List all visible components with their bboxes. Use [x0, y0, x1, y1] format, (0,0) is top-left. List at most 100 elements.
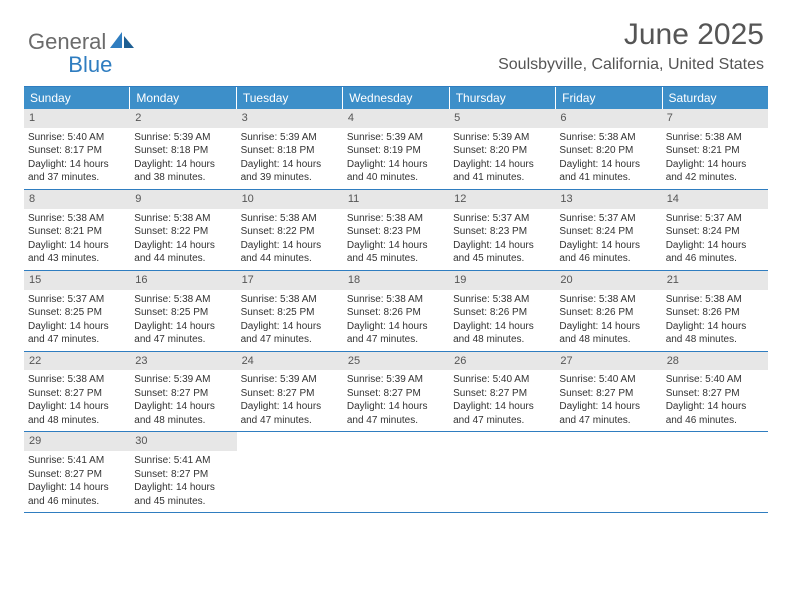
- daylight-line-1: Daylight: 14 hours: [28, 320, 126, 334]
- header: General Blue June 2025 Soulsbyville, Cal…: [0, 0, 792, 80]
- calendar: SundayMondayTuesdayWednesdayThursdayFrid…: [24, 86, 768, 513]
- sunrise-line: Sunrise: 5:40 AM: [28, 131, 126, 145]
- day-cell: 15Sunrise: 5:37 AMSunset: 8:25 PMDayligh…: [24, 271, 130, 351]
- day-header: Saturday: [663, 87, 768, 109]
- day-number: 23: [130, 352, 236, 371]
- day-cell: 30Sunrise: 5:41 AMSunset: 8:27 PMDayligh…: [130, 432, 236, 512]
- daylight-line-2: and 44 minutes.: [134, 252, 232, 266]
- day-cell: 20Sunrise: 5:38 AMSunset: 8:26 PMDayligh…: [555, 271, 661, 351]
- location-text: Soulsbyville, California, United States: [498, 56, 764, 74]
- sunset-line: Sunset: 8:27 PM: [453, 387, 551, 401]
- week-row: 8Sunrise: 5:38 AMSunset: 8:21 PMDaylight…: [24, 190, 768, 271]
- day-cell: 10Sunrise: 5:38 AMSunset: 8:22 PMDayligh…: [237, 190, 343, 270]
- day-number: 18: [343, 271, 449, 290]
- daylight-line-2: and 47 minutes.: [241, 414, 339, 428]
- sunrise-line: Sunrise: 5:37 AM: [666, 212, 764, 226]
- daylight-line-2: and 48 minutes.: [28, 414, 126, 428]
- sunrise-line: Sunrise: 5:38 AM: [666, 293, 764, 307]
- daylight-line-2: and 43 minutes.: [28, 252, 126, 266]
- day-number: 6: [555, 109, 661, 128]
- daylight-line-2: and 41 minutes.: [453, 171, 551, 185]
- daylight-line-1: Daylight: 14 hours: [134, 158, 232, 172]
- sunrise-line: Sunrise: 5:38 AM: [559, 293, 657, 307]
- sunrise-line: Sunrise: 5:41 AM: [134, 454, 232, 468]
- day-number: 17: [237, 271, 343, 290]
- sunrise-line: Sunrise: 5:41 AM: [28, 454, 126, 468]
- daylight-line-2: and 48 minutes.: [134, 414, 232, 428]
- sunset-line: Sunset: 8:22 PM: [134, 225, 232, 239]
- daylight-line-1: Daylight: 14 hours: [559, 239, 657, 253]
- daylight-line-1: Daylight: 14 hours: [134, 400, 232, 414]
- sunset-line: Sunset: 8:27 PM: [666, 387, 764, 401]
- day-cell: 22Sunrise: 5:38 AMSunset: 8:27 PMDayligh…: [24, 352, 130, 432]
- day-cell: 12Sunrise: 5:37 AMSunset: 8:23 PMDayligh…: [449, 190, 555, 270]
- day-cell: 19Sunrise: 5:38 AMSunset: 8:26 PMDayligh…: [449, 271, 555, 351]
- sunrise-line: Sunrise: 5:38 AM: [347, 212, 445, 226]
- daylight-line-1: Daylight: 14 hours: [347, 158, 445, 172]
- daylight-line-1: Daylight: 14 hours: [666, 320, 764, 334]
- daylight-line-1: Daylight: 14 hours: [666, 158, 764, 172]
- day-number: 8: [24, 190, 130, 209]
- daylight-line-2: and 40 minutes.: [347, 171, 445, 185]
- day-number: 22: [24, 352, 130, 371]
- sunrise-line: Sunrise: 5:38 AM: [241, 212, 339, 226]
- sunrise-line: Sunrise: 5:38 AM: [134, 293, 232, 307]
- daylight-line-2: and 47 minutes.: [28, 333, 126, 347]
- daylight-line-2: and 46 minutes.: [559, 252, 657, 266]
- sunset-line: Sunset: 8:25 PM: [241, 306, 339, 320]
- daylight-line-1: Daylight: 14 hours: [28, 481, 126, 495]
- day-cell: 25Sunrise: 5:39 AMSunset: 8:27 PMDayligh…: [343, 352, 449, 432]
- day-number: 4: [343, 109, 449, 128]
- daylight-line-1: Daylight: 14 hours: [134, 481, 232, 495]
- day-cell: 7Sunrise: 5:38 AMSunset: 8:21 PMDaylight…: [662, 109, 768, 189]
- sunrise-line: Sunrise: 5:39 AM: [134, 131, 232, 145]
- daylight-line-1: Daylight: 14 hours: [134, 239, 232, 253]
- sunrise-line: Sunrise: 5:39 AM: [347, 131, 445, 145]
- day-cell: [237, 432, 343, 512]
- title-block: June 2025 Soulsbyville, California, Unit…: [498, 18, 764, 74]
- daylight-line-2: and 47 minutes.: [134, 333, 232, 347]
- sunset-line: Sunset: 8:27 PM: [241, 387, 339, 401]
- day-number: 14: [662, 190, 768, 209]
- daylight-line-1: Daylight: 14 hours: [28, 158, 126, 172]
- sunset-line: Sunset: 8:20 PM: [453, 144, 551, 158]
- day-number: 16: [130, 271, 236, 290]
- sunset-line: Sunset: 8:19 PM: [347, 144, 445, 158]
- sunset-line: Sunset: 8:25 PM: [28, 306, 126, 320]
- week-row: 29Sunrise: 5:41 AMSunset: 8:27 PMDayligh…: [24, 432, 768, 513]
- daylight-line-1: Daylight: 14 hours: [453, 239, 551, 253]
- day-number: 29: [24, 432, 130, 451]
- day-cell: 29Sunrise: 5:41 AMSunset: 8:27 PMDayligh…: [24, 432, 130, 512]
- sunset-line: Sunset: 8:24 PM: [666, 225, 764, 239]
- day-number: 20: [555, 271, 661, 290]
- sunrise-line: Sunrise: 5:39 AM: [241, 131, 339, 145]
- day-number: 3: [237, 109, 343, 128]
- day-cell: 3Sunrise: 5:39 AMSunset: 8:18 PMDaylight…: [237, 109, 343, 189]
- daylight-line-1: Daylight: 14 hours: [559, 320, 657, 334]
- sunrise-line: Sunrise: 5:40 AM: [666, 373, 764, 387]
- daylight-line-2: and 48 minutes.: [453, 333, 551, 347]
- daylight-line-1: Daylight: 14 hours: [666, 239, 764, 253]
- day-number: 9: [130, 190, 236, 209]
- day-number: 10: [237, 190, 343, 209]
- sunset-line: Sunset: 8:27 PM: [134, 468, 232, 482]
- day-cell: 4 Sunrise: 5:39 AMSunset: 8:19 PMDaylight…: [343, 109, 449, 189]
- daylight-line-1: Daylight: 14 hours: [559, 158, 657, 172]
- daylight-line-1: Daylight: 14 hours: [666, 400, 764, 414]
- daylight-line-2: and 47 minutes.: [347, 414, 445, 428]
- day-number: 19: [449, 271, 555, 290]
- sunset-line: Sunset: 8:24 PM: [559, 225, 657, 239]
- day-cell: 13Sunrise: 5:37 AMSunset: 8:24 PMDayligh…: [555, 190, 661, 270]
- daylight-line-2: and 47 minutes.: [453, 414, 551, 428]
- sunset-line: Sunset: 8:27 PM: [347, 387, 445, 401]
- day-header: Monday: [130, 87, 236, 109]
- day-cell: 18Sunrise: 5:38 AMSunset: 8:26 PMDayligh…: [343, 271, 449, 351]
- daylight-line-2: and 44 minutes.: [241, 252, 339, 266]
- daylight-line-2: and 46 minutes.: [666, 414, 764, 428]
- sunrise-line: Sunrise: 5:38 AM: [241, 293, 339, 307]
- day-number: 25: [343, 352, 449, 371]
- day-number: 15: [24, 271, 130, 290]
- day-cell: 5Sunrise: 5:39 AMSunset: 8:20 PMDaylight…: [449, 109, 555, 189]
- daylight-line-1: Daylight: 14 hours: [453, 400, 551, 414]
- day-number: 28: [662, 352, 768, 371]
